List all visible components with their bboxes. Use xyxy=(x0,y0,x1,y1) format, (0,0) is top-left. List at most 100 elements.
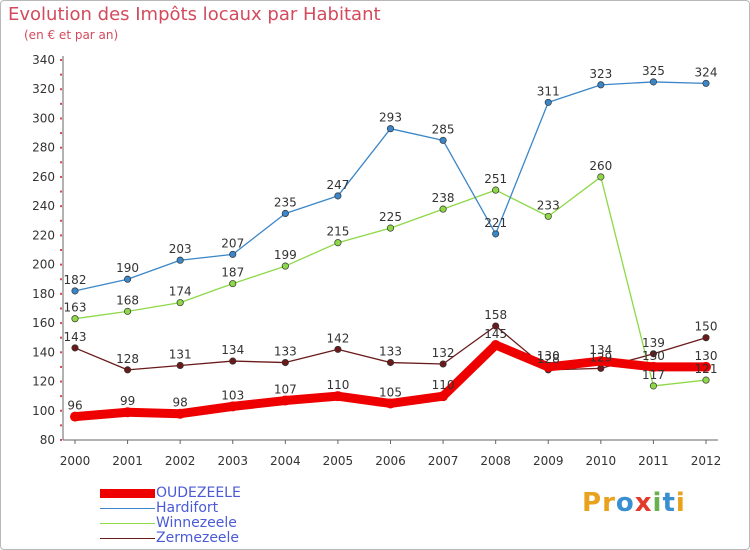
data-point-oudezeele xyxy=(438,391,449,402)
y-tick-label: 80 xyxy=(40,433,55,447)
data-point-hardifort xyxy=(386,125,395,133)
data-point-zermezeele xyxy=(702,334,710,342)
data-label-oudezeele: 130 xyxy=(642,349,665,363)
data-point-zermezeele xyxy=(124,366,132,374)
data-point-oudezeele xyxy=(70,411,80,422)
data-point-hardifort xyxy=(281,209,289,218)
y-tick-label: 240 xyxy=(32,199,55,213)
data-label-hardifort: 293 xyxy=(379,111,402,125)
data-label-winnezeele: 251 xyxy=(484,172,507,186)
data-label-winnezeele: 117 xyxy=(642,368,665,382)
x-tick-label: 2003 xyxy=(217,454,248,468)
data-label-oudezeele: 103 xyxy=(221,388,244,402)
data-point-oudezeele xyxy=(385,398,396,409)
legend-swatch-winnezeele xyxy=(100,523,155,524)
y-minor-tick xyxy=(60,73,62,76)
data-point-hardifort xyxy=(544,98,552,106)
data-point-zermezeele xyxy=(176,361,184,370)
y-tick-label: 320 xyxy=(32,82,55,96)
logo-letter: t xyxy=(662,488,676,518)
data-point-oudezeele xyxy=(701,361,711,372)
data-label-zermezeele: 150 xyxy=(695,320,718,334)
y-minor-tick xyxy=(60,424,62,427)
logo-letter: i xyxy=(675,488,686,518)
data-label-oudezeele: 107 xyxy=(274,383,297,397)
data-point-oudezeele xyxy=(332,391,343,402)
data-label-winnezeele: 121 xyxy=(695,362,718,376)
x-tick-label: 2009 xyxy=(533,454,564,468)
data-point-hardifort xyxy=(439,136,447,144)
y-minor-tick xyxy=(60,190,62,193)
data-label-winnezeele: 187 xyxy=(221,266,244,280)
data-point-winnezeele xyxy=(334,239,342,247)
x-tick-label: 2010 xyxy=(586,454,617,468)
data-point-zermezeele xyxy=(386,358,395,367)
data-point-hardifort xyxy=(124,275,132,283)
legend-swatch-zermezeele xyxy=(100,538,155,539)
data-point-hardifort xyxy=(71,287,79,295)
legend-swatch-hardifort xyxy=(100,508,155,509)
data-label-hardifort: 325 xyxy=(642,64,665,78)
data-label-hardifort: 323 xyxy=(589,67,612,81)
data-label-oudezeele: 99 xyxy=(120,394,135,408)
data-point-zermezeele xyxy=(649,350,657,358)
data-label-zermezeele: 132 xyxy=(432,346,455,360)
data-point-oudezeele xyxy=(175,408,186,419)
data-label-hardifort: 182 xyxy=(64,273,87,287)
x-tick-label: 2004 xyxy=(270,454,301,468)
y-minor-tick xyxy=(60,307,62,310)
data-label-zermezeele: 131 xyxy=(169,347,192,361)
y-minor-tick xyxy=(60,439,62,441)
x-tick-label: 2005 xyxy=(323,454,354,468)
legend-swatch-oudezeele xyxy=(100,489,155,498)
legend-label-zermezeele: Zermezeele xyxy=(156,530,240,546)
x-tick-label: 2007 xyxy=(428,454,459,468)
x-tick-label: 2002 xyxy=(165,454,196,468)
y-minor-tick xyxy=(60,249,62,251)
y-tick-label: 300 xyxy=(32,111,55,125)
y-tick-label: 260 xyxy=(32,170,55,184)
data-point-oudezeele xyxy=(595,356,606,367)
chart-axes: 80 100 120 140 160 180 200 220 240 260 280 300 320 34… xyxy=(32,53,721,468)
data-point-hardifort xyxy=(176,256,184,264)
y-minor-tick xyxy=(60,219,62,222)
data-point-oudezeele xyxy=(280,395,291,406)
data-point-oudezeele xyxy=(490,340,501,350)
x-tick-label: 2012 xyxy=(691,454,722,468)
data-label-winnezeele: 168 xyxy=(116,293,139,307)
y-minor-tick xyxy=(60,380,62,383)
y-tick-label: 180 xyxy=(32,287,55,301)
data-label-oudezeele: 130 xyxy=(695,349,718,363)
data-label-winnezeele: 233 xyxy=(537,198,560,212)
data-point-oudezeele xyxy=(648,361,659,372)
y-tick-label: 120 xyxy=(32,375,55,389)
data-label-oudezeele: 130 xyxy=(537,349,560,363)
data-label-zermezeele: 129 xyxy=(589,350,612,364)
data-label-oudezeele: 98 xyxy=(173,396,188,410)
y-minor-tick xyxy=(60,395,62,398)
data-label-hardifort: 221 xyxy=(484,216,507,230)
data-label-zermezeele: 139 xyxy=(642,336,665,350)
y-tick-label: 160 xyxy=(32,316,55,330)
data-label-oudezeele: 145 xyxy=(484,327,507,341)
y-minor-tick xyxy=(60,336,62,339)
y-minor-tick xyxy=(60,88,62,91)
x-tick-label: 2011 xyxy=(638,454,669,468)
data-label-winnezeele: 260 xyxy=(589,159,612,173)
data-label-zermezeele: 128 xyxy=(116,352,139,366)
data-point-winnezeele xyxy=(492,186,500,194)
data-point-winnezeele xyxy=(71,315,79,323)
logo-letter: o xyxy=(615,488,635,518)
data-point-hardifort xyxy=(649,78,657,86)
data-point-winnezeele xyxy=(702,376,710,384)
y-minor-tick xyxy=(60,175,62,178)
data-point-zermezeele xyxy=(597,364,605,372)
y-tick-label: 100 xyxy=(32,404,55,418)
data-point-winnezeele xyxy=(176,299,184,307)
logo-letter: r xyxy=(602,488,616,518)
y-minor-tick xyxy=(60,146,62,149)
data-label-winnezeele: 225 xyxy=(379,210,402,224)
y-minor-tick xyxy=(60,59,62,61)
data-point-oudezeele xyxy=(543,361,554,372)
